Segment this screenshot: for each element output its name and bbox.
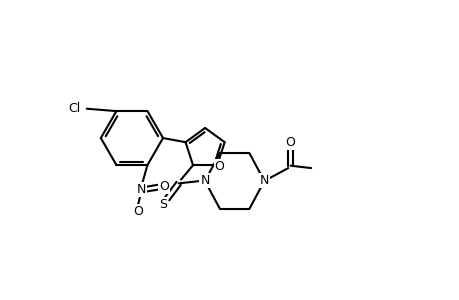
Text: O: O — [158, 181, 168, 194]
Text: N: N — [200, 175, 209, 188]
Text: O: O — [214, 160, 224, 173]
Text: O: O — [133, 205, 143, 218]
Text: N: N — [200, 175, 209, 188]
Text: Cl: Cl — [68, 102, 80, 115]
Text: N: N — [137, 183, 146, 196]
Text: O: O — [285, 136, 295, 149]
Text: N: N — [259, 175, 269, 188]
Text: S: S — [159, 198, 167, 212]
